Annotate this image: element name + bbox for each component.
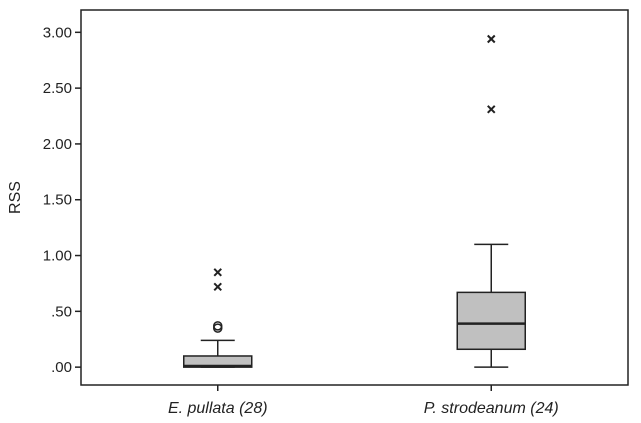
y-tick-label: 1.50 <box>43 192 72 209</box>
y-tick-label: 3.00 <box>43 24 72 41</box>
box-group <box>456 34 526 368</box>
axes <box>80 9 629 386</box>
y-tick-label: 2.50 <box>43 80 72 97</box>
extreme-mark-stroke <box>213 268 222 277</box>
extreme-point <box>487 105 496 114</box>
iqr-box <box>456 291 526 351</box>
x-tick-label: P. strodeanum (24) <box>424 400 559 417</box>
plot-frame <box>80 9 629 386</box>
y-tick-label: .50 <box>51 303 72 320</box>
extreme-point <box>213 268 222 277</box>
y-tick-label: 1.00 <box>43 248 72 265</box>
x-axis-labels: E. pullata (28) P. strodeanum (24) <box>168 385 559 417</box>
y-axis-title: RSS <box>7 181 24 214</box>
box-group <box>183 268 253 368</box>
y-tick-label: .00 <box>51 359 72 376</box>
extreme-point <box>487 34 496 44</box>
y-axis-ticks: .00 .50 1.00 1.50 2.00 2.50 3.00 <box>43 24 81 376</box>
extreme-mark-stroke <box>213 282 222 291</box>
boxes <box>183 34 526 368</box>
extreme-mark-stroke <box>487 34 496 44</box>
outlier-point <box>213 321 223 331</box>
x-tick-label: E. pullata (28) <box>168 400 268 417</box>
y-tick-label: 2.00 <box>43 136 72 153</box>
extreme-mark-stroke <box>487 105 496 114</box>
extreme-point <box>213 282 222 291</box>
